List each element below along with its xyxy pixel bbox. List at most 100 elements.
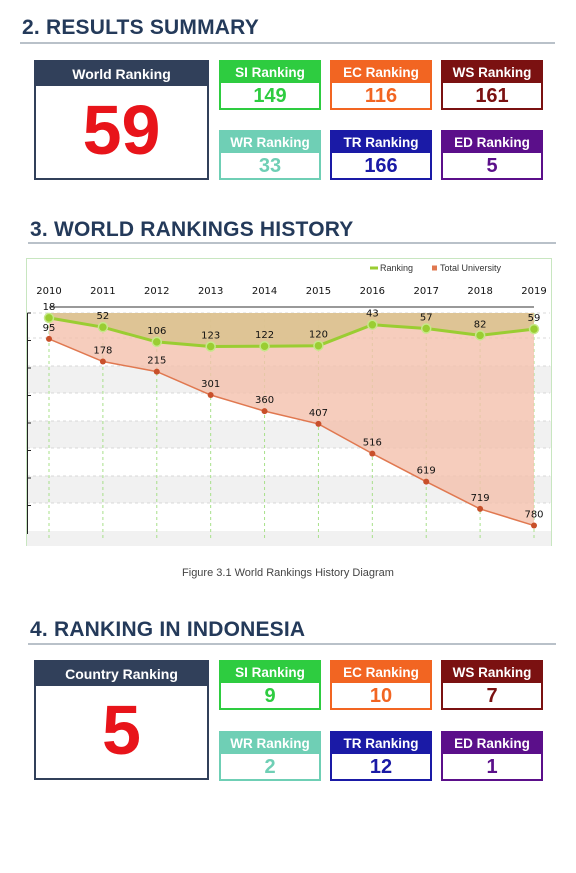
ws-ranking-card: WS Ranking 161: [441, 60, 543, 110]
wr-ranking-label: WR Ranking: [221, 132, 319, 153]
section-title-results-summary: 2. RESULTS SUMMARY: [22, 16, 259, 39]
si-ranking-value: 9: [264, 685, 276, 707]
ranking-area: [49, 313, 534, 347]
total-university-data-label: 780: [524, 510, 543, 521]
ranking-point: [151, 336, 163, 348]
total-university-point: [207, 392, 214, 399]
ed-ranking-label: ED Ranking: [443, 132, 541, 153]
total-university-point: [423, 478, 430, 485]
ws-ranking-value: 7: [486, 685, 498, 707]
total-university-point: [46, 335, 52, 342]
ws-ranking-label: WS Ranking: [443, 62, 541, 83]
world-rankings-history-chart: 2010 2011 2012 2013 2014 2015 2016 2017 2018 2019…: [26, 258, 552, 546]
ed-ranking-card: ED Ranking 1: [441, 731, 543, 781]
ws-ranking-value: 161: [475, 85, 509, 107]
x-tick-label: 2016: [360, 286, 385, 297]
x-tick-label: 2018: [467, 286, 492, 297]
total-university-point: [99, 358, 106, 365]
country-ranking-card: Country Ranking 5: [34, 660, 209, 780]
ranking-point: [43, 312, 55, 324]
ranking-point: [205, 341, 216, 352]
ranking-data-label: 122: [255, 330, 274, 341]
section-title-world-rankings-history: 3. WORLD RANKINGS HISTORY: [30, 218, 354, 241]
total-university-area: [49, 313, 534, 526]
ed-ranking-card: ED Ranking 5: [441, 130, 543, 180]
legend-total-university-swatch: [432, 265, 437, 271]
x-tick-label: 2017: [413, 286, 438, 297]
total-university-data-label: 719: [471, 493, 490, 504]
country-ranking-label: Country Ranking: [36, 662, 207, 686]
x-tick-label: 2013: [198, 286, 223, 297]
x-tick-label: 2012: [144, 286, 169, 297]
tr-ranking-value: 12: [369, 756, 393, 778]
ranking-point: [259, 340, 270, 352]
ed-ranking-label: ED Ranking: [443, 733, 541, 754]
wr-ranking-value: 33: [258, 155, 282, 177]
total-university-data-label: 178: [93, 346, 112, 357]
si-ranking-label: SI Ranking: [221, 662, 319, 683]
tr-ranking-card: TR Ranking 166: [330, 130, 432, 180]
total-university-point: [315, 420, 322, 427]
wr-ranking-card: WR Ranking 33: [219, 130, 321, 180]
section-divider: [28, 643, 556, 645]
ranking-point: [474, 330, 486, 341]
total-university-data-label: 516: [363, 438, 382, 449]
ranking-data-label: 120: [309, 330, 328, 341]
si-ranking-value: 149: [253, 85, 287, 107]
x-tick-label: 2019: [521, 286, 546, 297]
section-divider: [20, 42, 555, 44]
ec-ranking-card: EC Ranking 10: [330, 660, 432, 710]
x-tick-label: 2010: [36, 286, 61, 297]
legend-total-university-label: Total University: [440, 263, 502, 273]
section-divider: [28, 242, 556, 244]
ranking-data-label: 52: [97, 311, 110, 322]
world-ranking-label: World Ranking: [36, 62, 207, 86]
total-university-data-label: 360: [255, 395, 274, 406]
ranking-data-label: 82: [474, 319, 487, 330]
ranking-data-label: 57: [420, 313, 433, 324]
x-tick-label: 2015: [306, 286, 331, 297]
country-ranking-value: 5: [102, 691, 141, 769]
ranking-line: [48, 316, 535, 349]
ranking-data-label: 43: [366, 309, 379, 320]
ranking-point: [528, 323, 540, 335]
ec-ranking-value: 116: [364, 85, 398, 107]
ec-ranking-label: EC Ranking: [332, 662, 430, 683]
chart-band: [27, 531, 551, 546]
total-university-point: [153, 368, 160, 375]
ws-ranking-label: WS Ranking: [443, 662, 541, 683]
chart-caption: Figure 3.1 World Rankings History Diagra…: [182, 567, 394, 579]
legend-ranking-label: Ranking: [380, 263, 413, 273]
tr-ranking-card: TR Ranking 12: [330, 731, 432, 781]
si-ranking-card: SI Ranking 9: [219, 660, 321, 710]
ed-ranking-value: 1: [486, 756, 498, 778]
ec-ranking-card: EC Ranking 116: [330, 60, 432, 110]
world-ranking-value: 59: [82, 91, 161, 169]
x-tick-label: 2011: [90, 286, 115, 297]
total-university-data-label: 215: [147, 356, 166, 367]
ws-ranking-card: WS Ranking 7: [441, 660, 543, 710]
ranking-data-label: 106: [147, 326, 166, 337]
ec-ranking-value: 10: [369, 685, 393, 707]
total-university-point: [477, 505, 484, 512]
ranking-point: [313, 340, 324, 351]
total-university-point: [261, 408, 268, 415]
wr-ranking-card: WR Ranking 2: [219, 731, 321, 781]
total-university-line: [48, 338, 535, 527]
tr-ranking-value: 166: [364, 155, 398, 177]
total-university-data-label: 95: [43, 323, 56, 334]
wr-ranking-label: WR Ranking: [221, 733, 319, 754]
tr-ranking-label: TR Ranking: [332, 733, 430, 754]
total-university-data-label: 407: [309, 408, 328, 419]
world-ranking-card: World Ranking 59: [34, 60, 209, 180]
si-ranking-label: SI Ranking: [221, 62, 319, 83]
ranking-point: [420, 323, 432, 334]
total-university-point: [531, 522, 537, 529]
wr-ranking-value: 2: [264, 756, 276, 778]
section-title-ranking-in-indonesia: 4. RANKING IN INDONESIA: [30, 618, 306, 641]
ranking-data-label: 123: [201, 331, 220, 342]
ed-ranking-value: 5: [486, 155, 498, 177]
total-university-data-label: 619: [417, 466, 436, 477]
ranking-data-label: 59: [528, 313, 541, 324]
x-tick-label: 2014: [252, 286, 277, 297]
